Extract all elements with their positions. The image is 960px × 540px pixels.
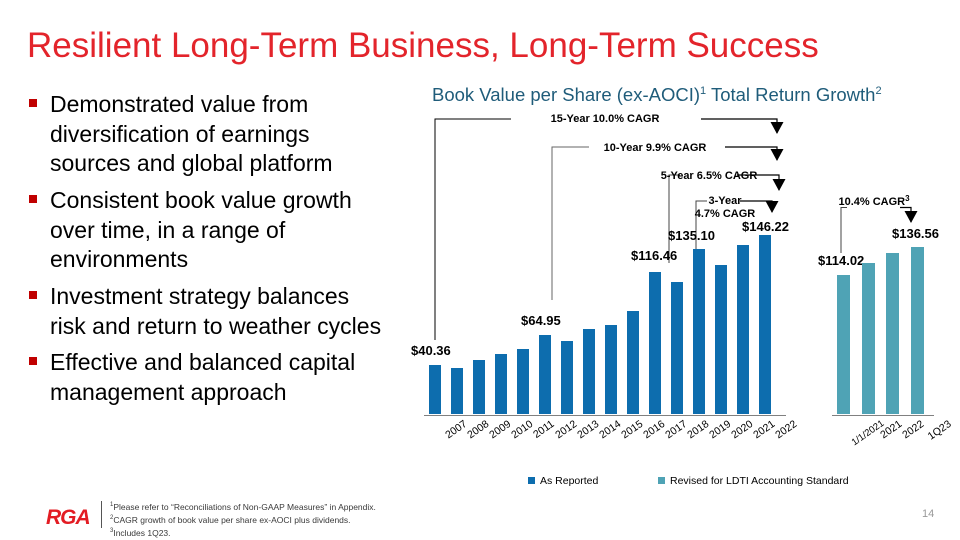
svg-text:3-Year: 3-Year <box>708 195 742 207</box>
svg-text:15-Year 10.0% CAGR: 15-Year 10.0% CAGR <box>551 113 660 125</box>
svg-text:10-Year 9.9% CAGR: 10-Year 9.9% CAGR <box>604 142 707 154</box>
svg-text:5-Year 6.5% CAGR: 5-Year 6.5% CAGR <box>661 170 758 182</box>
svg-text:10.4% CAGR3: 10.4% CAGR3 <box>838 194 910 208</box>
